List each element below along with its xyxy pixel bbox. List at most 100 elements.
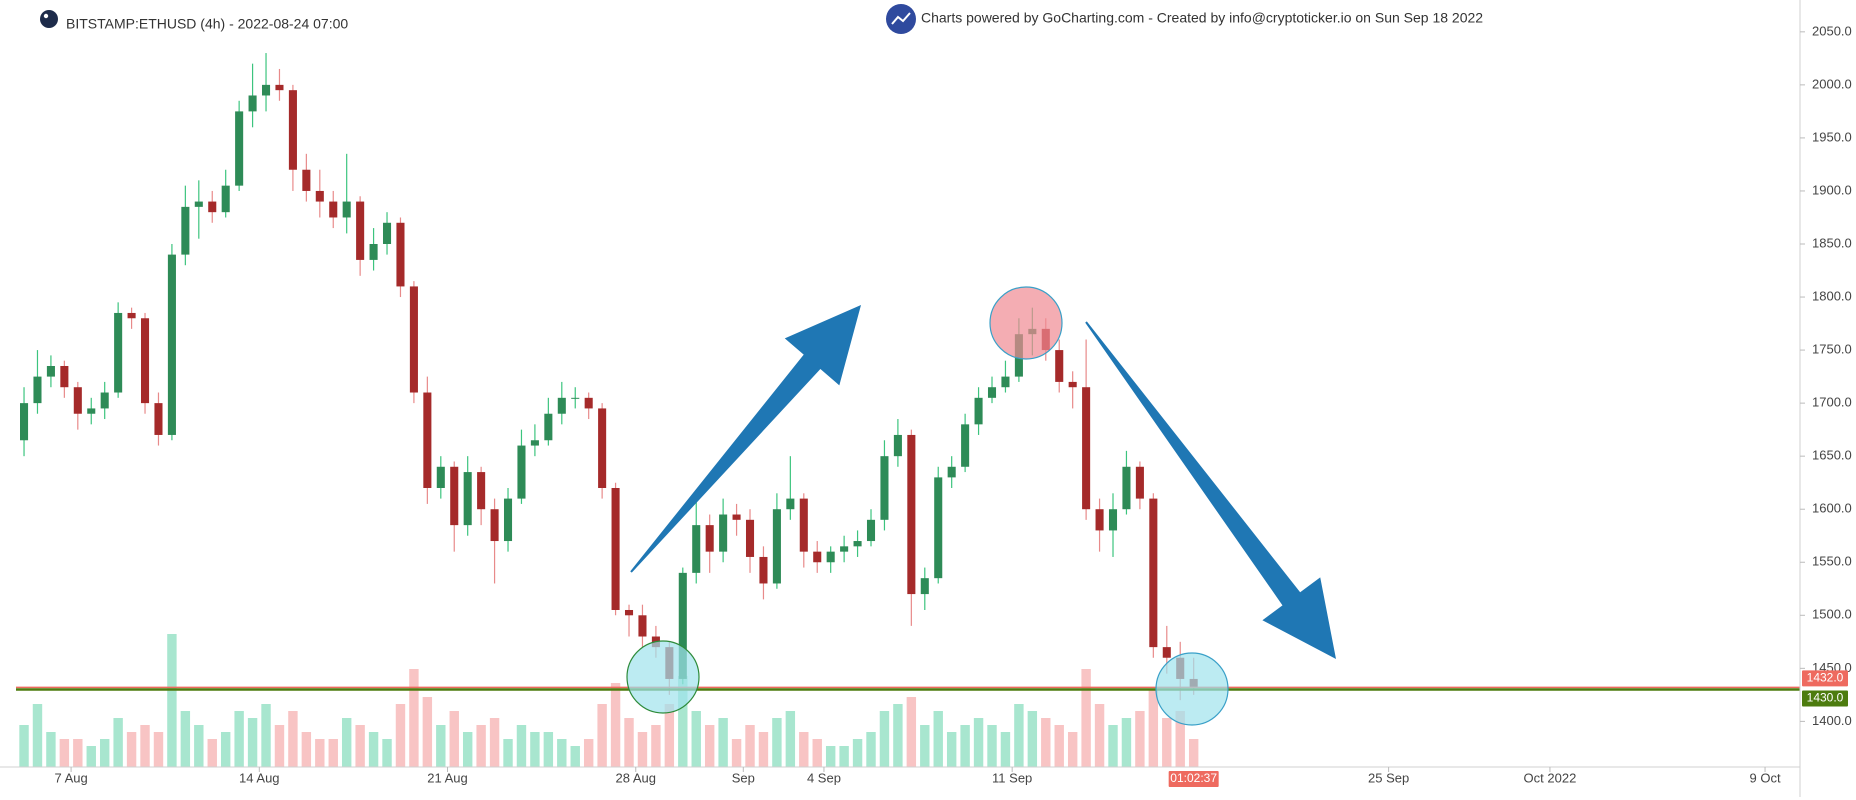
volume-bar (1188, 739, 1199, 767)
volume-bar (785, 711, 796, 767)
volume-bar (906, 697, 917, 767)
volume-bar (664, 704, 675, 767)
candle-body (799, 498, 808, 552)
volume-bar (718, 718, 728, 767)
candle-body (315, 190, 324, 202)
volume-bar (866, 732, 876, 767)
candle-body (947, 466, 956, 478)
volume-bar (516, 725, 527, 767)
candle-body (920, 578, 929, 595)
candle-body (759, 556, 768, 584)
candle-body (356, 201, 365, 260)
candle-body (934, 477, 943, 579)
volume-bar (1135, 711, 1145, 767)
volume-bar (73, 739, 83, 767)
y-tick-label: 2000.0 (1812, 76, 1852, 91)
candle-body (261, 84, 271, 96)
volume-bar (610, 683, 621, 767)
candle-body (571, 397, 580, 399)
candle-body (974, 397, 983, 425)
candle-body (423, 392, 432, 488)
volume-bar (946, 732, 957, 767)
candle-body (1055, 350, 1064, 382)
x-tick-label: 9 Oct (1750, 770, 1781, 785)
y-tick-label: 1650.0 (1812, 448, 1852, 463)
candle-body (598, 408, 607, 488)
x-tick-label: 7 Aug (54, 770, 87, 785)
volume-bar (637, 732, 648, 767)
countdown-label: 01:02:37 (1170, 771, 1217, 785)
volume-bar (812, 739, 822, 767)
volume-bar (489, 718, 500, 767)
candle-body (826, 551, 835, 563)
chart-title: BITSTAMP:ETHUSD (4h) - 2022-08-24 07:00 (66, 16, 348, 32)
candle-body (813, 551, 822, 563)
candle-body (154, 403, 163, 435)
volume-bar (1041, 718, 1051, 767)
candle-body (302, 169, 311, 191)
candle-body (732, 514, 741, 520)
x-tick-label: Oct 2022 (1524, 770, 1577, 785)
countdown-tag (1168, 771, 1219, 787)
candle-body (342, 201, 351, 218)
candle-body (33, 376, 42, 404)
volume-bar (1054, 725, 1064, 767)
chart-subtitle: Charts powered by GoCharting.com - Creat… (921, 10, 1483, 26)
candle-body (678, 572, 687, 679)
volume-bar (678, 676, 688, 767)
volume-bar (167, 634, 177, 767)
volume-bar (207, 739, 217, 767)
volume-bar (799, 732, 809, 767)
volume-bar (745, 725, 755, 767)
top-circle (989, 286, 1063, 360)
volume-bar (933, 711, 943, 767)
price-tag-label: 1432.0 (1807, 671, 1844, 685)
volume-bar (758, 732, 769, 767)
candle-body (194, 201, 203, 207)
volume-bar (839, 746, 849, 767)
volume-bar (301, 732, 312, 767)
volume-bar (140, 725, 150, 767)
candle-body (1068, 381, 1077, 388)
symbol-icon-dot (43, 13, 49, 19)
volume-bar (772, 718, 782, 767)
volume-bar (113, 718, 123, 767)
volume-bar (220, 732, 231, 767)
volume-bar (341, 718, 352, 767)
candle-body (544, 413, 553, 441)
volume-bar (180, 711, 191, 767)
candle-body (396, 222, 405, 287)
candle-body (786, 498, 795, 510)
volume-bar (449, 711, 459, 767)
volume-bar (368, 732, 379, 767)
candle-body (436, 466, 445, 488)
candle-body (127, 312, 136, 319)
volume-bar (651, 725, 661, 767)
support-circle (1155, 652, 1229, 726)
y-tick-label: 1600.0 (1812, 501, 1852, 516)
candle-body (382, 222, 392, 244)
volume-bar (597, 704, 607, 767)
y-tick-label: 2050.0 (1812, 23, 1852, 38)
candle-body (409, 286, 418, 393)
volume-bar (19, 725, 29, 767)
candle-body (1095, 509, 1104, 531)
candle-body (477, 472, 486, 510)
x-tick-label: 14 Aug (239, 770, 280, 785)
candle-body (1135, 466, 1144, 499)
volume-bar (583, 739, 594, 767)
candle-body (463, 472, 472, 526)
candle-body (1108, 509, 1118, 531)
y-tick-label: 1750.0 (1812, 342, 1852, 357)
candle-body (893, 434, 902, 457)
candle-body (1082, 387, 1091, 510)
volume-bar (543, 732, 554, 767)
volume-bar (288, 711, 298, 767)
volume-bar (530, 732, 540, 767)
candle-body (100, 392, 109, 409)
volume-bar (879, 711, 890, 767)
volume-bar (1162, 718, 1172, 767)
candle-body (1149, 498, 1158, 648)
volume-bar (570, 746, 580, 767)
candle-body (557, 397, 566, 414)
